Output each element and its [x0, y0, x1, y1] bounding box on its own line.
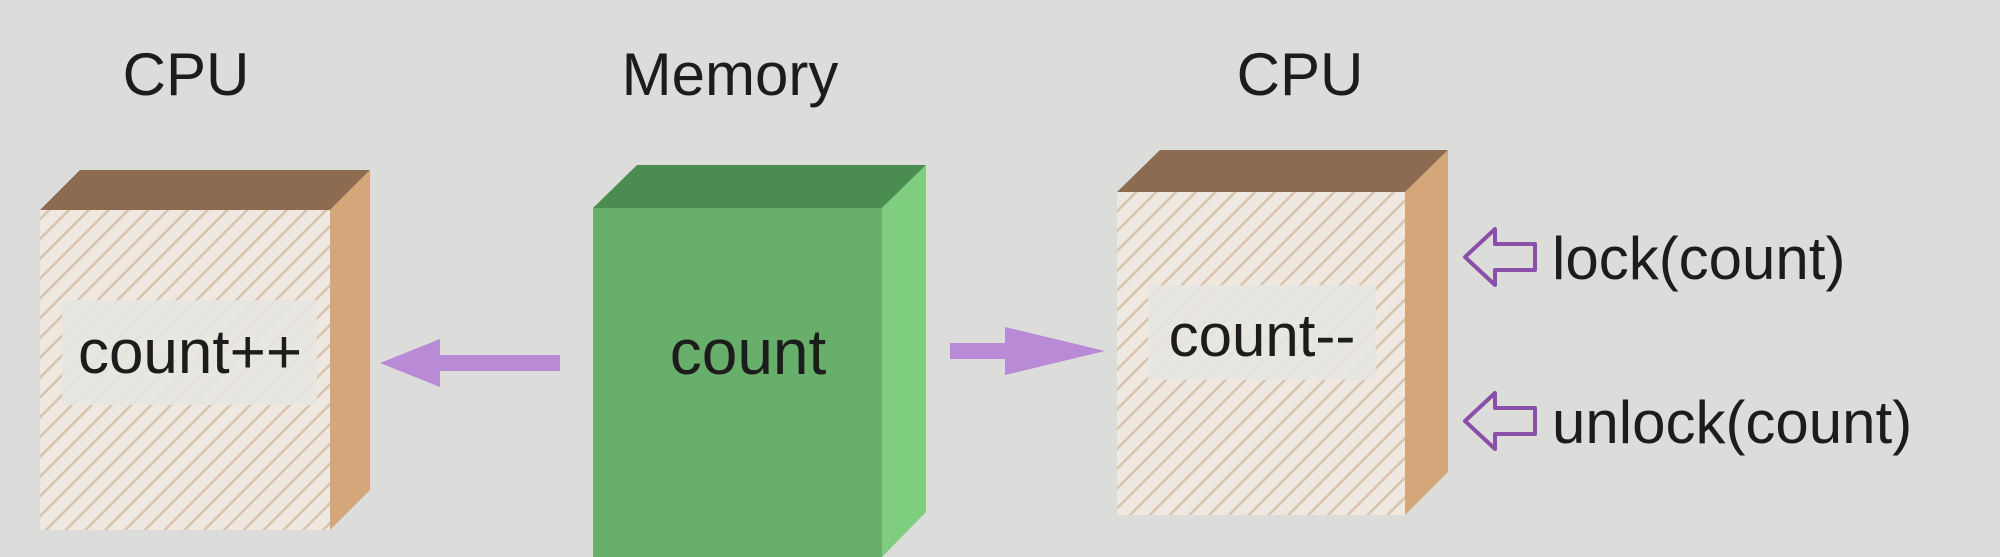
memory-variable: count [670, 316, 827, 388]
memory-heading: Memory [622, 41, 839, 108]
right-cpu-label-panel [1148, 285, 1376, 380]
memory-side-face [882, 165, 926, 557]
hollow-left-arrow-icon [1463, 227, 1537, 287]
arrow-left-icon [380, 339, 560, 387]
arrow-right-icon [950, 327, 1105, 375]
memory-box: count [593, 165, 926, 557]
unlock-label: unlock(count) [1552, 389, 1912, 456]
right-cpu-box: count-- [1117, 150, 1448, 515]
left-cpu-top-face [40, 170, 370, 210]
right-cpu-top-face [1117, 150, 1448, 192]
left-cpu-code: count++ [78, 318, 302, 387]
left-cpu-side-face [330, 170, 370, 530]
left-cpu-label-panel [62, 300, 317, 405]
hollow-left-arrow-icon [1463, 391, 1537, 451]
memory-front-face [593, 208, 882, 557]
left-cpu-box: count++ [40, 170, 370, 530]
right-cpu-side-face [1405, 150, 1448, 515]
left-cpu-heading: CPU [123, 41, 250, 108]
memory-top-face [593, 165, 926, 208]
right-cpu-code: count-- [1169, 302, 1356, 369]
right-cpu-heading: CPU [1237, 41, 1364, 108]
lock-label: lock(count) [1552, 225, 1845, 292]
